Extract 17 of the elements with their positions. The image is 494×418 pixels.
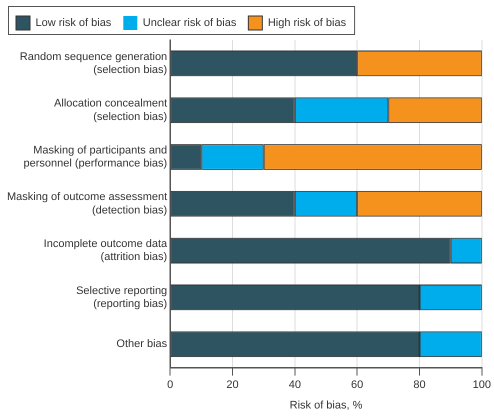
y-tick-label: Allocation concealment (selection bias) <box>54 98 168 123</box>
x-tick-label: 60 <box>351 379 364 392</box>
x-axis-title: Risk of bias, % <box>290 399 363 412</box>
y-tick-label: Incomplete outcome data (attrition bias) <box>44 238 168 264</box>
y-tick-label: Masking of outcome assessment (detection bias) <box>6 191 168 216</box>
x-tick-label: 20 <box>226 379 239 392</box>
legend-label: High risk of bias <box>268 17 347 30</box>
x-tick-label: 80 <box>413 379 426 392</box>
legend-label: Unclear risk of bias <box>142 17 237 30</box>
x-tick-label: 40 <box>288 379 301 392</box>
y-tick-label: Masking of participants and personnel (performance bias) <box>23 144 168 170</box>
y-tick-label: Random sequence generation (selection bias) <box>20 50 168 76</box>
y-tick-label: Selective reporting (reporting bias) <box>76 284 168 310</box>
x-tick-label: 0 <box>167 379 174 392</box>
x-tick-label: 100 <box>472 379 492 392</box>
y-tick-label: Other bias <box>116 338 168 350</box>
legend-label: Low risk of bias <box>36 17 112 30</box>
